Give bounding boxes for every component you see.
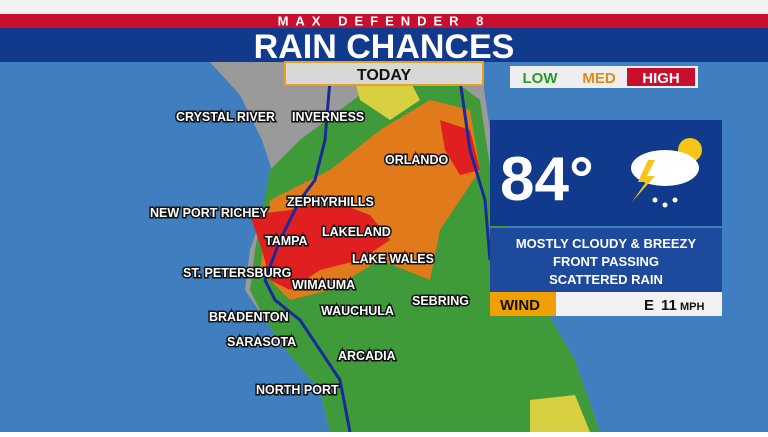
conditions-panel [490, 228, 722, 292]
city: TAMPA [265, 234, 308, 248]
city: CRYSTAL RIVER [176, 110, 275, 124]
road [263, 79, 352, 433]
brand: MAX DEFENDER 8 [278, 14, 491, 29]
city: SEBRING [412, 294, 469, 308]
city: ST. PETERSBURG [183, 266, 291, 280]
city: WAUCHULA [321, 304, 394, 318]
wind-label-bg [490, 292, 556, 316]
rain-high [440, 120, 480, 175]
legend-high-bg [627, 68, 695, 86]
period-box [284, 61, 484, 86]
road [458, 79, 492, 261]
city: LAKELAND [322, 225, 391, 239]
city: ARCADIA [338, 349, 396, 363]
city: ZEPHYRHILLS [287, 195, 374, 209]
condition: MOSTLY CLOUDY & BREEZY [516, 236, 697, 251]
wind-direction: E [644, 297, 654, 314]
top-bar [0, 0, 768, 14]
city: LAKE WALES [352, 252, 434, 266]
condition: FRONT PASSING [553, 254, 659, 269]
brand-bar [0, 14, 768, 28]
wind-label: WIND [500, 297, 540, 314]
legend-high: HIGH [642, 70, 680, 87]
temperature: 84° [500, 145, 594, 214]
city: WIMAUMA [292, 278, 355, 292]
city: BRADENTON [209, 310, 289, 324]
title-bar [0, 28, 768, 62]
city: NEW PORT RICHEY [150, 206, 269, 220]
city: INVERNESS [292, 110, 364, 124]
rain-med-low [530, 395, 590, 432]
period: TODAY [357, 67, 412, 84]
legend-med: MED [582, 70, 616, 87]
city: ORLANDO [385, 153, 448, 167]
condition: SCATTERED RAIN [549, 272, 663, 287]
city: NORTH PORT [256, 383, 339, 397]
wind-value-bg [556, 292, 722, 316]
title: RAIN CHANCES [254, 28, 515, 66]
legend-low: LOW [523, 70, 559, 87]
rain-high [250, 200, 390, 290]
wind-speed: 11 [661, 297, 677, 314]
wind-unit: MPH [680, 301, 705, 313]
city: SARASOTA [227, 335, 296, 349]
city-labels: CRYSTAL RIVER INVERNESS ORLANDO ZEPHYRHI… [149, 109, 471, 399]
weather-icon [631, 138, 702, 208]
